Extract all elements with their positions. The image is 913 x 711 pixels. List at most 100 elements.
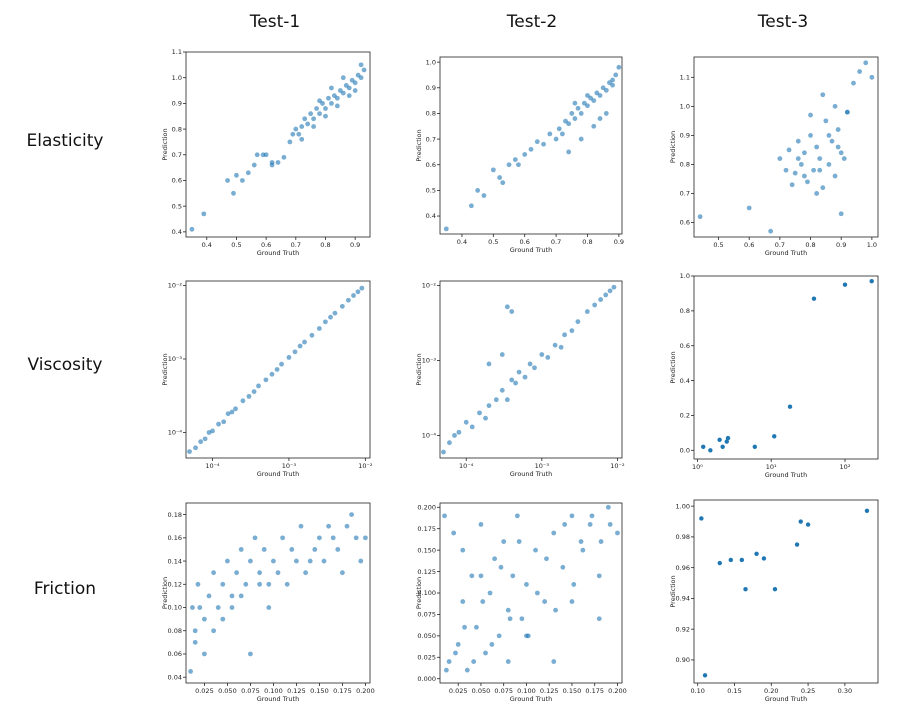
data-point (257, 581, 262, 587)
x-tick-label: 0.8 (320, 241, 330, 249)
data-point (198, 439, 204, 445)
data-point (462, 624, 467, 630)
data-point (578, 111, 584, 116)
data-point (545, 354, 551, 360)
x-axis-label: Ground Truth (765, 471, 807, 479)
y-tick-label: 1.0 (680, 272, 690, 280)
data-point (234, 570, 239, 576)
x-tick-label: 0.9 (350, 241, 360, 249)
data-point (814, 144, 820, 150)
y-tick-label: 0.8 (680, 161, 690, 169)
data-point (580, 547, 586, 553)
data-point (739, 557, 745, 563)
data-point (542, 599, 548, 604)
data-point (823, 118, 829, 124)
data-point (575, 319, 581, 325)
y-tick-label: 0.9 (680, 132, 690, 140)
x-tick-label: 10² (840, 463, 851, 471)
axes-frame (439, 56, 623, 235)
data-point (598, 539, 604, 544)
data-point (302, 116, 308, 122)
data-point (610, 82, 615, 88)
data-point (552, 342, 558, 348)
data-point (551, 659, 557, 664)
data-point (841, 156, 847, 162)
data-point (302, 339, 307, 345)
data-point (808, 132, 813, 138)
data-point (798, 519, 803, 524)
data-point (358, 62, 364, 68)
data-point (352, 88, 358, 93)
y-tick-label: 0.2 (680, 412, 690, 420)
data-point (829, 138, 835, 144)
data-point (505, 659, 511, 664)
y-tick-label: 0.5 (172, 202, 182, 210)
y-tick-label: 0.06 (168, 650, 182, 658)
data-point (289, 547, 295, 552)
data-point (189, 226, 195, 232)
data-point (266, 581, 272, 587)
y-tick-label: 0.90 (676, 656, 690, 664)
data-point (562, 332, 567, 338)
data-point (611, 284, 617, 290)
scatter-friction-test-1: 0.025 0.050 0.075 0.100 0.125 0.150 0.175 0.200… (161, 502, 375, 703)
data-point (329, 85, 334, 91)
y-tick-label: 0.6 (680, 219, 690, 227)
data-point (699, 516, 704, 521)
data-point (603, 87, 609, 93)
data-point (344, 523, 350, 529)
x-tick-label: 0.175 (585, 687, 604, 695)
data-point (527, 361, 533, 367)
data-point (332, 310, 338, 316)
data-point (490, 167, 496, 173)
y-tick-label: 0.14 (168, 557, 182, 565)
x-tick-label: 0.4 (457, 238, 467, 246)
data-point (869, 279, 874, 284)
data-point (483, 650, 488, 656)
data-point (317, 98, 322, 104)
x-tick-label: 0.8 (582, 238, 592, 246)
data-point (746, 205, 752, 211)
data-point (193, 445, 198, 451)
data-point (772, 434, 777, 439)
data-point (597, 93, 603, 98)
x-tick-label: 0.8 (805, 241, 815, 249)
data-point (486, 403, 492, 409)
data-point (783, 167, 789, 173)
data-point (442, 513, 447, 519)
data-point (225, 411, 231, 417)
y-tick-label: 1.0 (680, 103, 690, 111)
x-tick-label: 0.050 (472, 687, 491, 695)
data-point (353, 535, 359, 541)
data-point (869, 74, 875, 80)
data-point (275, 570, 281, 576)
data-point (261, 547, 267, 552)
data-point (187, 449, 192, 454)
data-point (814, 191, 820, 196)
data-point (603, 111, 609, 116)
data-point (311, 124, 317, 129)
data-point (789, 182, 795, 188)
data-point (701, 444, 706, 449)
data-point (572, 100, 578, 106)
x-tick-label: 0.20 (764, 687, 778, 695)
data-point (349, 512, 354, 518)
data-point (805, 522, 811, 527)
data-point (216, 421, 221, 427)
x-tick-label: 0.7 (291, 241, 301, 249)
scatter-elasticity-test-2: 0.4 0.5 0.6 0.7 0.8 0.9 0.4 0.5 0.6 0.7 0.8 0.9 1.0 G… (415, 56, 624, 254)
axes-frame (185, 51, 371, 238)
data-point (441, 449, 446, 455)
data-point (269, 162, 275, 168)
data-point (340, 90, 346, 96)
data-point (443, 226, 449, 232)
data-point (524, 633, 529, 639)
data-point (321, 558, 327, 564)
data-point (708, 448, 713, 453)
y-tick-label: 10⁻⁴ (422, 432, 437, 440)
data-point (787, 404, 793, 409)
data-point (475, 187, 481, 193)
data-point (702, 673, 708, 678)
data-point (284, 581, 290, 587)
y-tick-label: 0.150 (417, 546, 436, 554)
